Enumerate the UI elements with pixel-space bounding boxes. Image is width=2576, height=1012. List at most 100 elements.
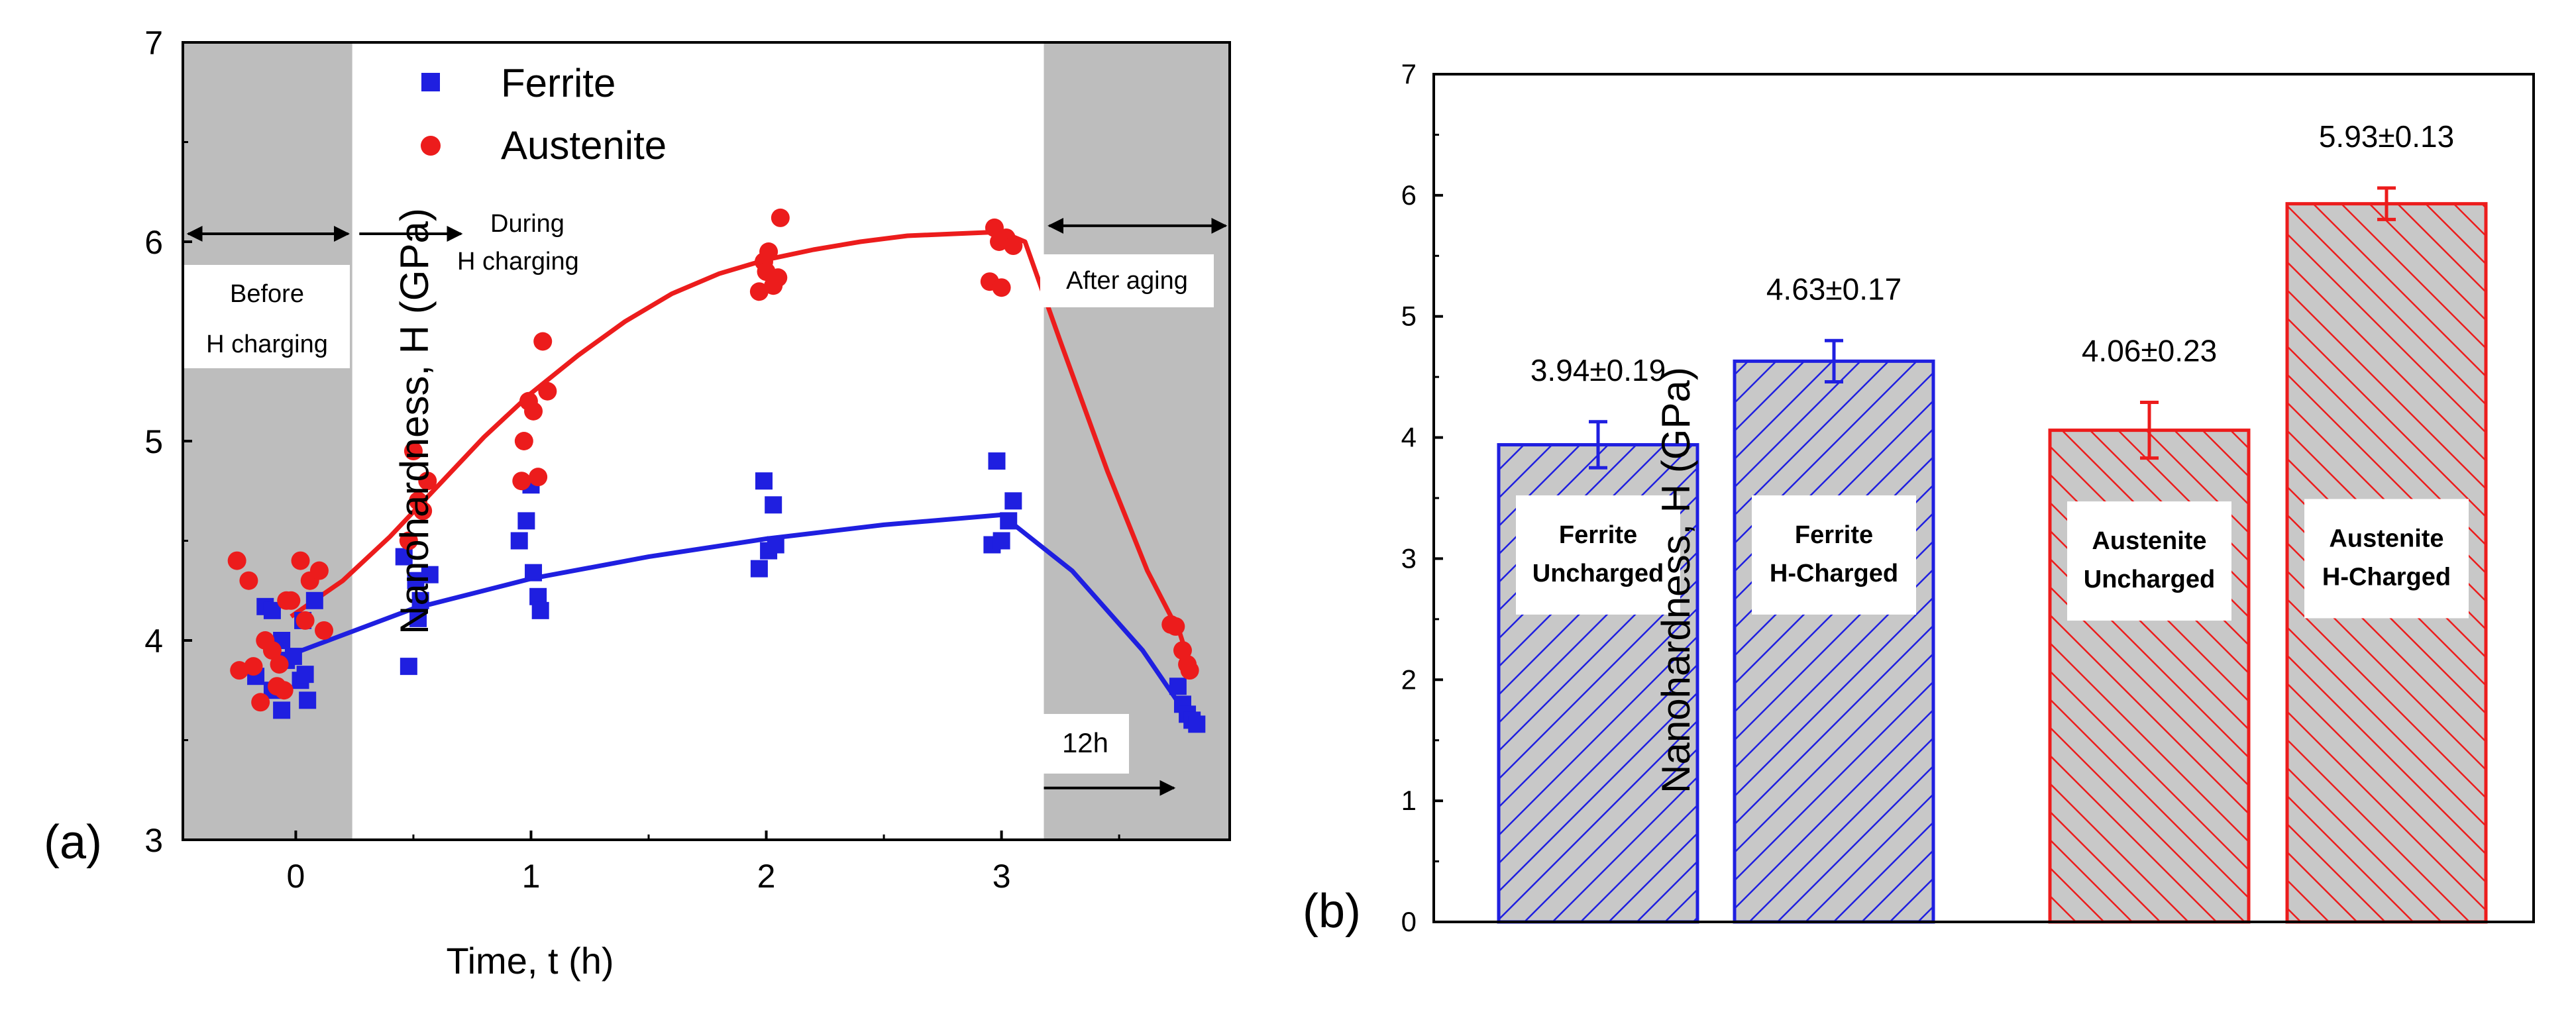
value-label-3: 5.93±0.13 (2319, 119, 2454, 154)
austenite-point (992, 278, 1011, 297)
ferrite-point (755, 472, 773, 490)
austenite-point (270, 655, 289, 674)
axes-b: 0 1 2 3 4 5 6 7 (1401, 58, 1443, 937)
y-tick-label-a: 4 (144, 623, 163, 660)
bar-label-box-0 (1516, 495, 1680, 615)
austenite-point (291, 551, 310, 570)
ferrite-point (411, 591, 429, 609)
bar-label-0-line-0: Ferrite (1559, 521, 1637, 549)
during-label-line1: During (490, 210, 564, 238)
x-tick-label-a: 3 (993, 858, 1011, 895)
ferrite-point (531, 601, 549, 619)
austenite-point (769, 268, 788, 287)
ferrite-point (273, 701, 291, 719)
shaded-region-0 (183, 42, 352, 840)
y-axis-title-b: Nanohardness, H (GPa) (1654, 367, 1698, 793)
x-tick-label-a: 0 (287, 858, 305, 895)
ferrite-point (1188, 715, 1206, 733)
aging-time-label: 12h (1042, 714, 1129, 774)
y-tick-label-b: 0 (1401, 906, 1417, 937)
y-tick-label-b: 5 (1401, 301, 1417, 332)
ferrite-point (263, 601, 281, 619)
ferrite-point (1000, 512, 1018, 530)
austenite-point (413, 501, 433, 521)
during-label-line2: H charging (457, 248, 579, 276)
before-label-line2: H charging (206, 330, 328, 358)
austenite-point (309, 561, 329, 580)
austenite-point (315, 621, 334, 640)
y-tick-label-b: 6 (1401, 179, 1417, 211)
shaded-region-1 (1044, 42, 1230, 840)
ferrite-point (305, 591, 323, 609)
ferrite-point (510, 532, 528, 550)
austenite-point (759, 242, 778, 262)
y-tick-label-b: 7 (1401, 58, 1417, 89)
y-tick-label-b: 1 (1401, 785, 1417, 816)
shaded-regions (183, 42, 1230, 840)
y-tick-label-a: 5 (144, 423, 163, 460)
austenite-point (1180, 661, 1199, 680)
austenite-point (512, 472, 531, 491)
ferrite-point (765, 496, 782, 514)
aging-time-text: 12h (1062, 727, 1108, 758)
austenite-point (1166, 617, 1185, 636)
ferrite-point (988, 452, 1006, 470)
austenite-point (749, 282, 769, 301)
x-axis-title-a: Time, t (h) (446, 940, 614, 982)
x-tick-label-a: 1 (522, 858, 541, 895)
before-label-line1: Before (230, 280, 304, 308)
legend-austenite-label: Austenite (501, 123, 667, 168)
austenite-point (282, 591, 301, 610)
austenite-point (533, 332, 553, 351)
ferrite-point (517, 512, 535, 530)
y-tick-label-a: 3 (144, 822, 163, 859)
bar-label-2-line-0: Austenite (2092, 527, 2206, 555)
y-tick-label-a: 6 (144, 224, 163, 261)
austenite-point (230, 661, 249, 680)
ferrite-point (750, 560, 768, 578)
ferrite-point (421, 566, 439, 583)
ferrite-point (400, 658, 417, 676)
austenite-point (295, 611, 315, 630)
fit-curves (290, 229, 1192, 714)
austenite-point (399, 531, 418, 550)
austenite-point (251, 693, 270, 712)
legend-a: Ferrite Austenite (421, 61, 667, 168)
ferrite-point (767, 536, 784, 554)
value-label-2: 4.06±0.23 (2082, 334, 2217, 368)
panel-b-label: (b) (1303, 885, 1361, 938)
bars: 3.94±0.19 Ferrite Uncharged 4.63±0.17 Ferrit… (1497, 119, 2488, 924)
annotation-arrows (186, 217, 1228, 796)
y-tick-label-b: 4 (1401, 422, 1417, 453)
bar-label-0-line-1: Uncharged (1532, 560, 1664, 587)
after-aging-text: After aging (1066, 267, 1188, 295)
bar-label-1-line-1: H-Charged (1770, 560, 1898, 587)
axes-a: 3 4 5 6 7 0 1 2 3 (144, 25, 1120, 895)
ferrite-point (525, 564, 543, 582)
bar-label-1-line-0: Ferrite (1795, 521, 1873, 549)
legend-austenite-marker (421, 136, 441, 156)
austenite-point (244, 657, 263, 676)
bar-label-3-line-1: H-Charged (2322, 563, 2451, 591)
ferrite-point (296, 666, 314, 683)
y-tick-label-b: 2 (1401, 664, 1417, 695)
austenite-point (262, 641, 282, 660)
austenite-fit-line (290, 229, 1192, 666)
ferrite-point (1004, 492, 1022, 510)
bar-label-3-line-0: Austenite (2329, 525, 2443, 552)
ferrite-fit-line (290, 512, 1187, 714)
austenite-point (227, 551, 246, 570)
bar-label-box-3 (2304, 499, 2469, 619)
austenite-point (403, 442, 423, 461)
before-charging-label: Before H charging (184, 265, 350, 368)
austenite-point (529, 468, 548, 487)
y-tick-label-a: 7 (144, 25, 163, 62)
austenite-point (274, 681, 294, 700)
bar-1 (1733, 359, 1935, 924)
value-label-1: 4.63±0.17 (1766, 272, 1902, 306)
panel-b-chart: 3.94±0.19 Ferrite Uncharged 4.63±0.17 Ferrit… (1303, 58, 2535, 938)
ferrite-point (395, 548, 413, 566)
data-points (227, 208, 1206, 733)
ferrite-point (299, 691, 317, 709)
